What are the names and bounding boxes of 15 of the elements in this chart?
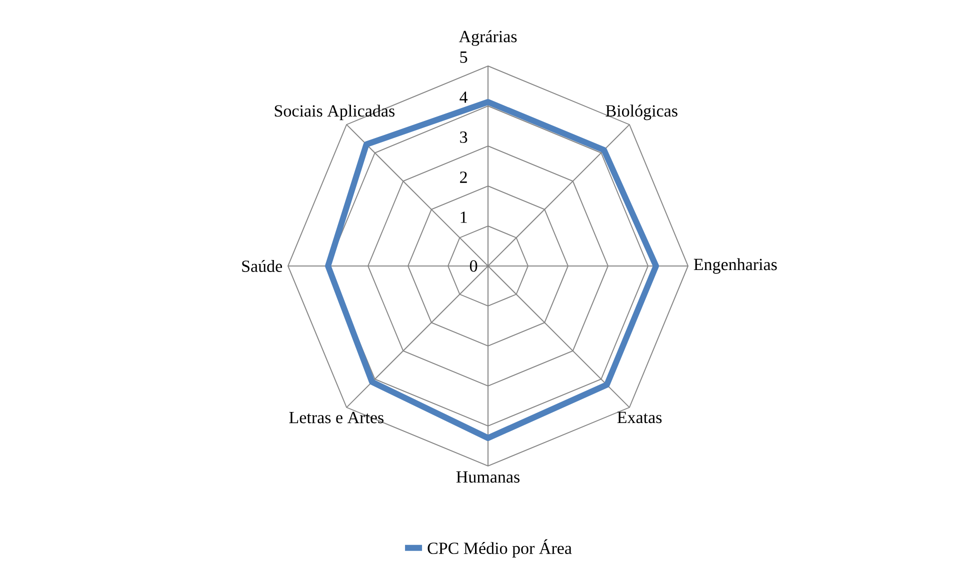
y-tick-label: 4 [460,92,468,103]
y-tick-label: 3 [460,131,468,143]
y-tick-label: 0 [470,260,478,272]
legend-label: CPC Médio por Área [428,539,572,558]
y-tick-label: 1 [460,212,467,223]
spoke-label: Humanas [456,471,520,483]
spoke-label: Exatas [617,412,662,424]
spoke-label: Biológicas [606,104,678,120]
spoke-label: Saúde [242,260,282,272]
y-tick-label: 5 [460,52,468,63]
spoke-label: Sociais Aplicadas [274,104,394,120]
spoke-label: Engenharias [694,258,777,274]
y-tick-label: 2 [460,172,467,183]
spoke-label: Agrárias [458,30,517,46]
spoke-label: Letras e Artes [289,412,384,424]
